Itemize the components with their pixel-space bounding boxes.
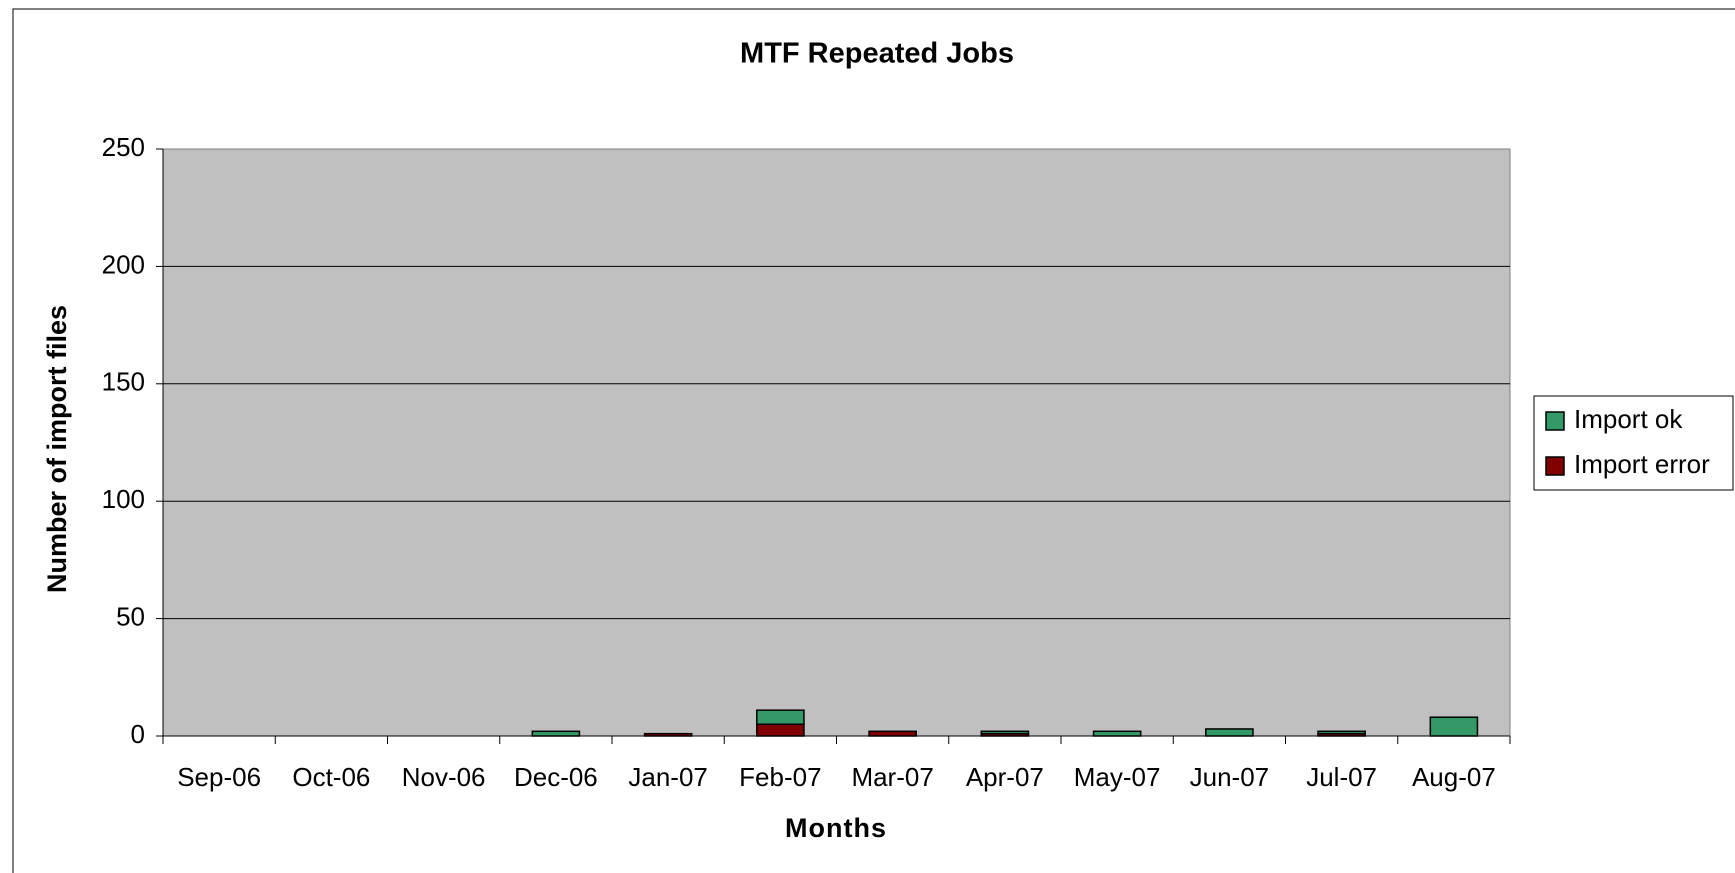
chart-title: MTF Repeated Jobs bbox=[740, 38, 1014, 70]
legend-label: Import ok bbox=[1574, 404, 1683, 434]
bar-segment bbox=[868, 730, 917, 737]
x-tick-label: Nov-06 bbox=[402, 762, 486, 792]
bar-segment bbox=[756, 723, 805, 737]
x-tick-label: Feb-07 bbox=[739, 762, 821, 792]
x-tick-label: Apr-07 bbox=[966, 762, 1044, 792]
legend-box bbox=[1533, 395, 1734, 491]
x-tick-label: Jun-07 bbox=[1190, 762, 1270, 792]
bar-segment bbox=[1429, 716, 1479, 737]
y-tick-label: 50 bbox=[116, 601, 145, 631]
bar-segment bbox=[643, 732, 693, 737]
x-tick-label: May-07 bbox=[1074, 762, 1161, 792]
bar-segment bbox=[531, 730, 581, 737]
x-tick-label: Aug-07 bbox=[1412, 762, 1496, 792]
x-tick-label: Mar-07 bbox=[851, 762, 933, 792]
x-tick-label: Oct-06 bbox=[292, 762, 370, 792]
bar-segment bbox=[1092, 730, 1142, 737]
legend-label: Import error bbox=[1574, 449, 1710, 479]
bar-segment bbox=[756, 709, 805, 726]
y-tick-label: 150 bbox=[102, 367, 145, 397]
bar-segment bbox=[980, 730, 1030, 735]
y-tick-label: 250 bbox=[102, 132, 145, 162]
x-axis-title: Months bbox=[785, 813, 887, 843]
y-axis-title: Number of import files bbox=[42, 305, 72, 593]
y-tick-label: 100 bbox=[102, 484, 145, 514]
x-tick-label: Sep-06 bbox=[177, 762, 261, 792]
plot-area bbox=[162, 148, 1511, 737]
legend-swatch bbox=[1545, 456, 1565, 476]
y-tick-label: 200 bbox=[102, 249, 145, 279]
x-tick-label: Dec-06 bbox=[514, 762, 598, 792]
bar-segment bbox=[1317, 730, 1366, 735]
x-tick-label: Jul-07 bbox=[1306, 762, 1377, 792]
x-tick-label: Jan-07 bbox=[628, 762, 708, 792]
legend-swatch bbox=[1545, 411, 1565, 431]
bar-segment bbox=[1205, 728, 1254, 737]
y-tick-label: 0 bbox=[131, 719, 145, 749]
